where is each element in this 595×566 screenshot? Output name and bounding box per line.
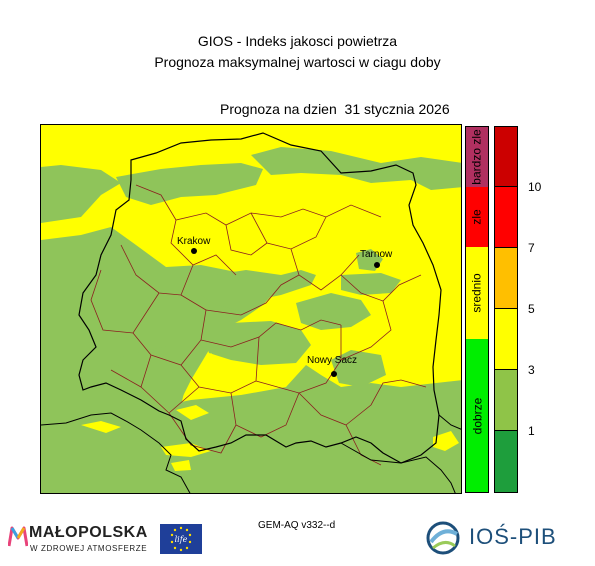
yellow-regions: [81, 353, 459, 471]
scale-tick-3: 3: [528, 363, 535, 377]
value-scale: [494, 126, 518, 493]
country-border-south: [41, 412, 191, 493]
malopolska-m-icon: [8, 526, 28, 547]
model-version: GEM-AQ v332--d: [258, 520, 336, 531]
country-border-south-east: [438, 414, 461, 430]
ios-pib-wordmark: IOŚ-PIB: [469, 524, 557, 549]
category-legend: bardzo zle zle srednio dobrze: [465, 126, 489, 493]
scale-segment-light-green: [495, 370, 517, 431]
krakow-dot: [191, 248, 197, 254]
green-regions: [41, 147, 461, 493]
voivodeship-border: [78, 132, 442, 464]
tarnow-dot: [374, 262, 380, 268]
scale-tick-7: 7: [528, 241, 535, 255]
scale-tick-5: 5: [528, 302, 535, 316]
ios-pib-logo: IOŚ-PIB: [425, 518, 565, 558]
ios-pib-swirl-icon: [426, 521, 460, 555]
category-label-bardzo-zle: bardzo zle: [470, 129, 484, 185]
eu-flag-life-icon: life: [160, 524, 202, 554]
category-dobrze: [466, 339, 488, 492]
life-text: life: [175, 535, 188, 544]
country-border-bottom: [340, 442, 456, 493]
nowy-sacz-dot: [331, 371, 337, 377]
malopolska-wordmark: MAŁOPOLSKA: [29, 524, 148, 541]
forecast-date: Prognoza na dzien 31 stycznia 2026: [220, 101, 450, 117]
scale-tick-1: 1: [528, 424, 535, 438]
scale-segment-dark-red: [495, 127, 517, 187]
city-label-krakow: Krakow: [177, 236, 211, 247]
scale-segment-orange: [495, 248, 517, 309]
map-subtitle: Prognoza maksymalnej wartosci w ciagu do…: [154, 54, 441, 70]
city-label-tarnow: Tarnow: [360, 249, 393, 260]
scale-segment-red: [495, 187, 517, 248]
malopolska-tagline: W ZDROWEJ ATMOSFERZE: [30, 544, 148, 553]
city-label-nowy-sacz: Nowy Sacz: [307, 355, 358, 366]
malopolska-logo: MAŁOPOLSKA W ZDROWEJ ATMOSFERZE: [8, 522, 158, 558]
scale-tick-10: 10: [528, 180, 542, 194]
district-borders: [90, 184, 427, 466]
map-canvas: [41, 125, 461, 493]
category-label-srednio: srednio: [470, 273, 485, 313]
forecast-map: Krakow Tarnow Nowy Sacz: [40, 124, 462, 494]
map-title: GIOS - Indeks jakosci powietrza: [197, 33, 398, 49]
category-label-zle: zle: [470, 209, 484, 225]
scale-segment-dark-green: [495, 431, 517, 492]
category-label-dobrze: dobrze: [470, 397, 485, 434]
scale-segment-yellow: [495, 309, 517, 370]
